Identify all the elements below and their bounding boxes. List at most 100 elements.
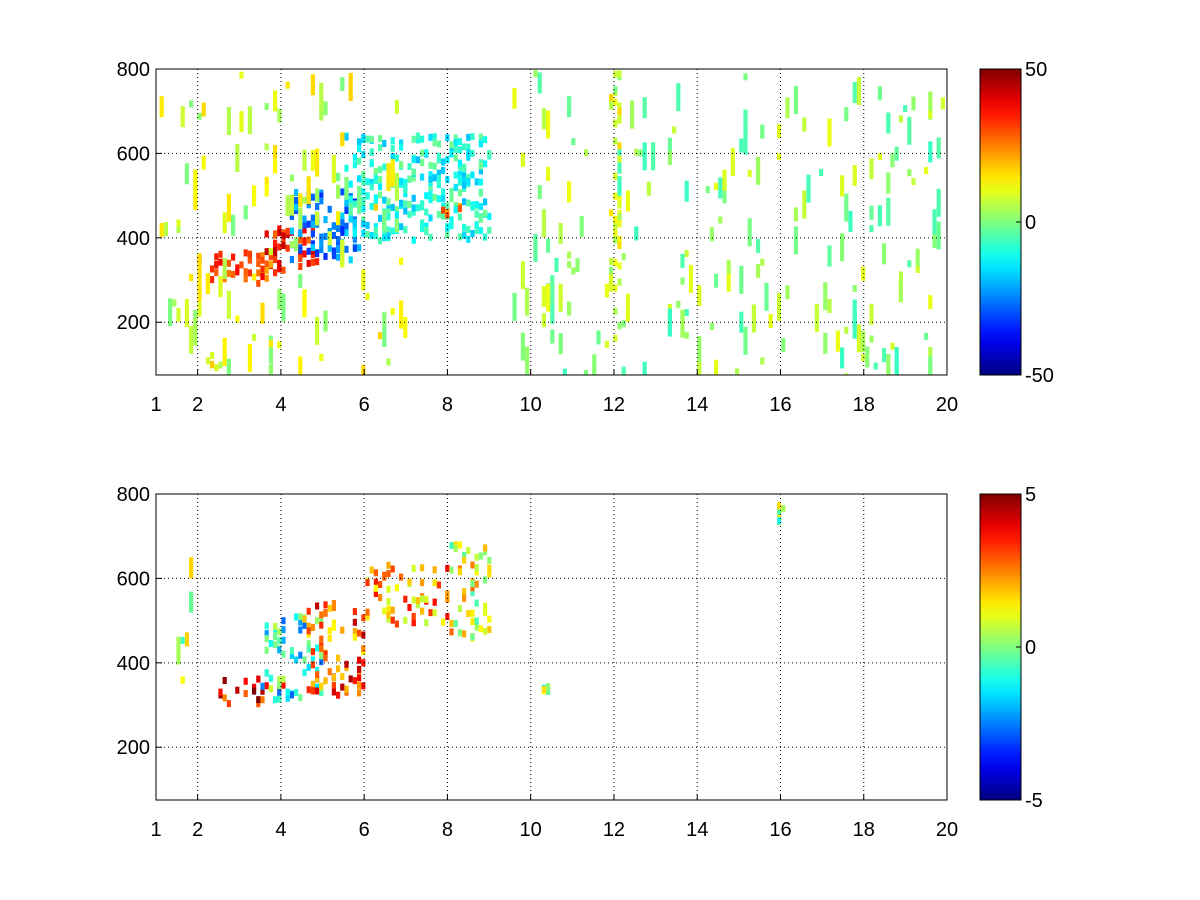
heatmap-cell <box>256 700 261 708</box>
heatmap-cell <box>252 683 257 691</box>
heatmap-cell <box>378 581 383 588</box>
heatmap-cell <box>697 336 702 365</box>
heatmap-cell <box>378 166 383 174</box>
heatmap-cell <box>432 609 437 617</box>
heatmap-cell <box>907 169 912 177</box>
heatmap-cell <box>306 645 311 653</box>
heatmap-cell <box>315 644 320 652</box>
heatmap-cell <box>924 332 929 340</box>
heatmap-cell <box>193 317 198 346</box>
heatmap-cell <box>298 356 303 375</box>
heatmap-cell <box>260 265 265 273</box>
heatmap-cell <box>844 373 849 375</box>
heatmap-cell <box>436 169 441 177</box>
heatmap-cell <box>310 214 315 222</box>
heatmap-cell <box>399 177 404 185</box>
heatmap-cell <box>428 176 433 184</box>
heatmap-cell <box>176 307 181 322</box>
heatmap-cell <box>777 293 782 321</box>
heatmap-cell <box>478 162 483 170</box>
heatmap-cell <box>625 190 630 212</box>
heatmap-cell <box>873 362 878 370</box>
heatmap-cell <box>441 206 446 214</box>
heatmap-cell <box>277 628 282 636</box>
heatmap-cell <box>474 221 479 229</box>
heatmap-cell <box>352 628 357 635</box>
heatmap-cell <box>252 333 257 341</box>
heatmap-cell <box>214 253 219 261</box>
heatmap-cell <box>336 184 341 199</box>
heatmap-cell <box>222 337 227 366</box>
heatmap-cell <box>617 278 622 286</box>
heatmap-cell <box>777 517 782 525</box>
heatmap-cell <box>462 181 467 189</box>
heatmap-cell <box>319 645 324 653</box>
heatmap-cell <box>193 169 198 198</box>
heatmap-cell <box>903 105 908 112</box>
heatmap-cell <box>630 100 635 129</box>
heatmap-cell <box>352 618 357 626</box>
heatmap-cell <box>411 156 416 163</box>
heatmap-cell <box>315 188 320 203</box>
heatmap-cell <box>453 171 458 179</box>
heatmap-cell <box>285 694 290 702</box>
heatmap-cell <box>915 248 920 270</box>
heatmap-cell <box>680 309 685 338</box>
heatmap-cell <box>567 261 572 268</box>
x-tick-label: 16 <box>769 394 791 416</box>
heatmap-cell <box>386 198 391 206</box>
heatmap-cell <box>940 97 945 105</box>
heatmap-cell <box>331 155 336 183</box>
heatmap-cell <box>218 688 223 696</box>
heatmap-cell <box>289 652 294 659</box>
heatmap-cell <box>298 207 303 229</box>
heatmap-cell <box>382 163 387 171</box>
heatmap-cell <box>457 175 462 183</box>
heatmap-cell <box>781 505 786 512</box>
heatmap-cell <box>306 236 311 244</box>
heatmap-cell <box>583 149 588 157</box>
heatmap-cell <box>474 227 479 235</box>
heatmap-cell <box>751 304 756 333</box>
heatmap-cell <box>457 629 462 637</box>
heatmap-cell <box>264 266 269 274</box>
colorbar-tick-label: 5 <box>1025 484 1036 506</box>
heatmap-cell <box>298 273 303 288</box>
heatmap-cell <box>415 204 420 212</box>
heatmap-cell <box>474 599 479 607</box>
heatmap-cell <box>449 188 454 195</box>
heatmap-cell <box>487 615 492 623</box>
heatmap-cell <box>394 154 399 162</box>
heatmap-cell <box>260 682 265 690</box>
heatmap-cell <box>483 609 488 617</box>
heatmap-cell <box>298 229 303 237</box>
heatmap-cell <box>298 626 303 634</box>
heatmap-cell <box>361 220 366 228</box>
heatmap-cell <box>252 185 257 207</box>
heatmap-cell <box>315 666 320 674</box>
heatmap-cell <box>361 136 366 144</box>
heatmap-cell <box>378 237 383 245</box>
heatmap-cell <box>348 256 353 264</box>
heatmap-cell <box>382 140 387 147</box>
heatmap-cell <box>277 637 282 645</box>
heatmap-cell <box>436 174 441 182</box>
heatmap-cell <box>441 166 446 174</box>
heatmap-cell <box>386 208 391 216</box>
heatmap-cell <box>512 87 517 109</box>
heatmap-cell <box>445 564 450 572</box>
heatmap-cell <box>184 299 189 327</box>
heatmap-cell <box>365 221 370 229</box>
heatmap-cell <box>306 663 311 671</box>
heatmap-cell <box>277 225 282 233</box>
heatmap-cell <box>613 137 618 145</box>
heatmap-cell <box>331 599 336 607</box>
heatmap-cell <box>348 72 353 101</box>
heatmap-cell <box>886 197 891 226</box>
heatmap-cell <box>730 148 735 177</box>
heatmap-cell <box>340 188 345 196</box>
heatmap-cell <box>277 243 282 251</box>
heatmap-cell <box>478 215 483 223</box>
heatmap-cell <box>478 133 483 141</box>
